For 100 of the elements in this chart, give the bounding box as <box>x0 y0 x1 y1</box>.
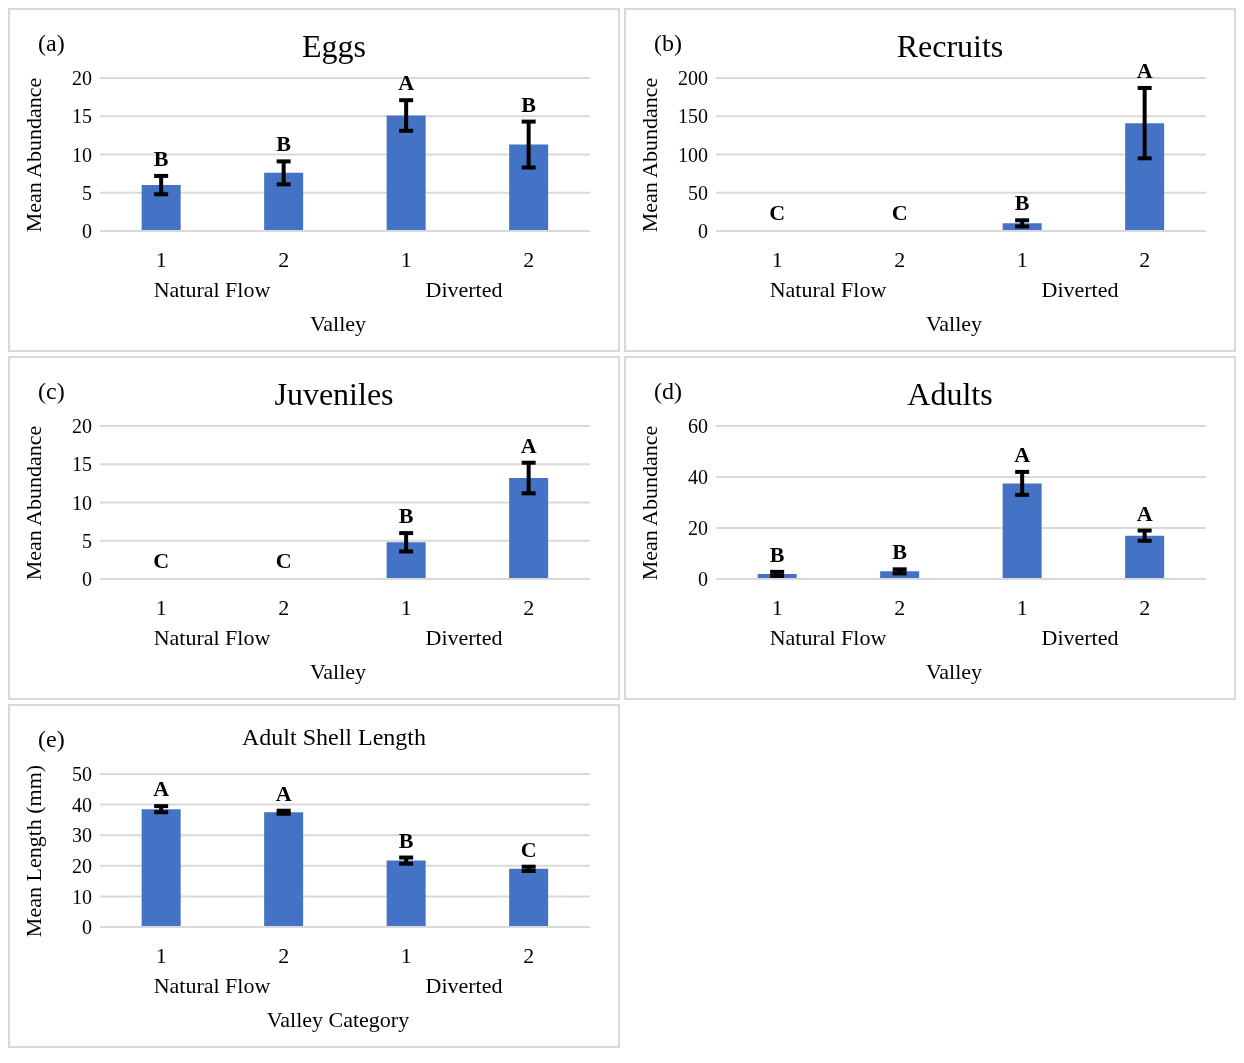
text: Natural Flow <box>152 625 272 651</box>
chart-title: Eggs <box>302 28 366 64</box>
chart-title: Juveniles <box>274 376 394 412</box>
annotation: B <box>521 91 537 117</box>
text: (c) <box>38 378 65 405</box>
annotation: A <box>398 70 415 96</box>
annotation: B <box>769 541 785 567</box>
y-tick-label: 10 <box>72 885 92 908</box>
text: Diverted <box>1040 625 1120 651</box>
y-tick-label: 0 <box>82 568 92 591</box>
bar <box>1002 483 1042 579</box>
y-tick-label: 15 <box>72 453 92 476</box>
annotation: A <box>520 432 537 458</box>
x-tick-label: 2 <box>523 942 535 968</box>
bar <box>386 115 426 231</box>
x-tick-label: 1 <box>155 942 167 968</box>
annotation: A <box>275 780 292 806</box>
bar <box>141 185 181 231</box>
x-tick-label: 1 <box>771 594 783 620</box>
y-tick-label: 0 <box>82 916 92 939</box>
y-axis-title: Mean Length (mm) <box>21 764 47 937</box>
text: Diverted <box>424 625 504 651</box>
x-tick-label: 1 <box>771 246 783 272</box>
y-tick-label: 20 <box>688 517 708 540</box>
x-tick-label: 2 <box>1139 594 1151 620</box>
annotation: A <box>1136 500 1153 526</box>
x-tick-label: 2 <box>1139 246 1151 272</box>
y-tick-label: 10 <box>72 491 92 514</box>
x-tick-label: 2 <box>278 246 290 272</box>
bar <box>509 868 549 927</box>
x-tick-label: 1 <box>155 246 167 272</box>
annotation: A <box>1136 57 1153 83</box>
y-tick-label: 10 <box>72 143 92 166</box>
y-axis-title: Mean Abundance <box>21 77 47 232</box>
text: Natural Flow <box>152 973 272 999</box>
text: Natural Flow <box>768 625 888 651</box>
text: Natural Flow <box>152 277 272 303</box>
bar <box>386 860 426 927</box>
y-tick-label: 60 <box>688 415 708 438</box>
text: Natural Flow <box>768 277 888 303</box>
annotation: B <box>153 145 169 171</box>
x-axis-title: Valley <box>308 659 368 685</box>
text: Diverted <box>424 277 504 303</box>
x-axis-title: Valley <box>924 659 984 685</box>
y-axis-title: Mean Abundance <box>21 425 47 580</box>
y-tick-label: 0 <box>698 220 708 243</box>
y-tick-label: 20 <box>72 67 92 90</box>
bar <box>264 812 304 927</box>
chart-title: Adult Shell Length <box>242 724 426 750</box>
x-axis-title: Valley Category <box>265 1007 411 1033</box>
bar <box>264 172 304 231</box>
y-tick-label: 100 <box>678 143 708 166</box>
annotation: B <box>398 503 414 529</box>
bar <box>141 809 181 927</box>
x-tick-label: 1 <box>400 942 412 968</box>
text: (d) <box>654 378 682 405</box>
annotation: A <box>1014 441 1031 467</box>
y-tick-label: 5 <box>82 181 92 204</box>
x-tick-label: 1 <box>1016 246 1028 272</box>
annotation: C <box>520 836 537 862</box>
x-axis-title: Valley <box>924 311 984 337</box>
chart-title: Adults <box>907 376 993 412</box>
text: (e) <box>38 726 65 753</box>
chart-title: Recruits <box>896 28 1004 64</box>
text: (a) <box>38 30 65 57</box>
bar <box>509 144 549 231</box>
y-tick-label: 0 <box>698 568 708 591</box>
text: (b) <box>654 30 682 57</box>
x-tick-label: 2 <box>278 594 290 620</box>
annotation: C <box>769 200 786 226</box>
y-tick-label: 30 <box>72 824 92 847</box>
x-tick-label: 2 <box>523 246 535 272</box>
annotation: B <box>1014 190 1030 216</box>
y-tick-label: 40 <box>688 466 708 489</box>
annotation: B <box>276 131 292 157</box>
text: Diverted <box>424 973 504 999</box>
y-tick-label: 50 <box>72 763 92 786</box>
x-axis-title: Valley <box>308 311 368 337</box>
y-tick-label: 150 <box>678 105 708 128</box>
x-tick-label: 2 <box>894 594 906 620</box>
y-tick-label: 40 <box>72 793 92 816</box>
y-tick-label: 15 <box>72 105 92 128</box>
y-axis-title: Mean Abundance <box>637 425 663 580</box>
annotation: B <box>892 539 908 565</box>
annotation: A <box>153 776 170 802</box>
x-tick-label: 2 <box>278 942 290 968</box>
y-tick-label: 50 <box>688 181 708 204</box>
x-tick-label: 2 <box>523 594 535 620</box>
x-tick-label: 1 <box>155 594 167 620</box>
x-tick-label: 2 <box>894 246 906 272</box>
x-tick-label: 1 <box>1016 594 1028 620</box>
y-tick-label: 200 <box>678 67 708 90</box>
annotation: C <box>891 200 908 226</box>
annotation: C <box>153 548 170 574</box>
x-tick-label: 1 <box>400 594 412 620</box>
y-tick-label: 5 <box>82 529 92 552</box>
text: Diverted <box>1040 277 1120 303</box>
bar <box>1125 535 1165 579</box>
annotation: C <box>275 548 292 574</box>
y-tick-label: 0 <box>82 220 92 243</box>
